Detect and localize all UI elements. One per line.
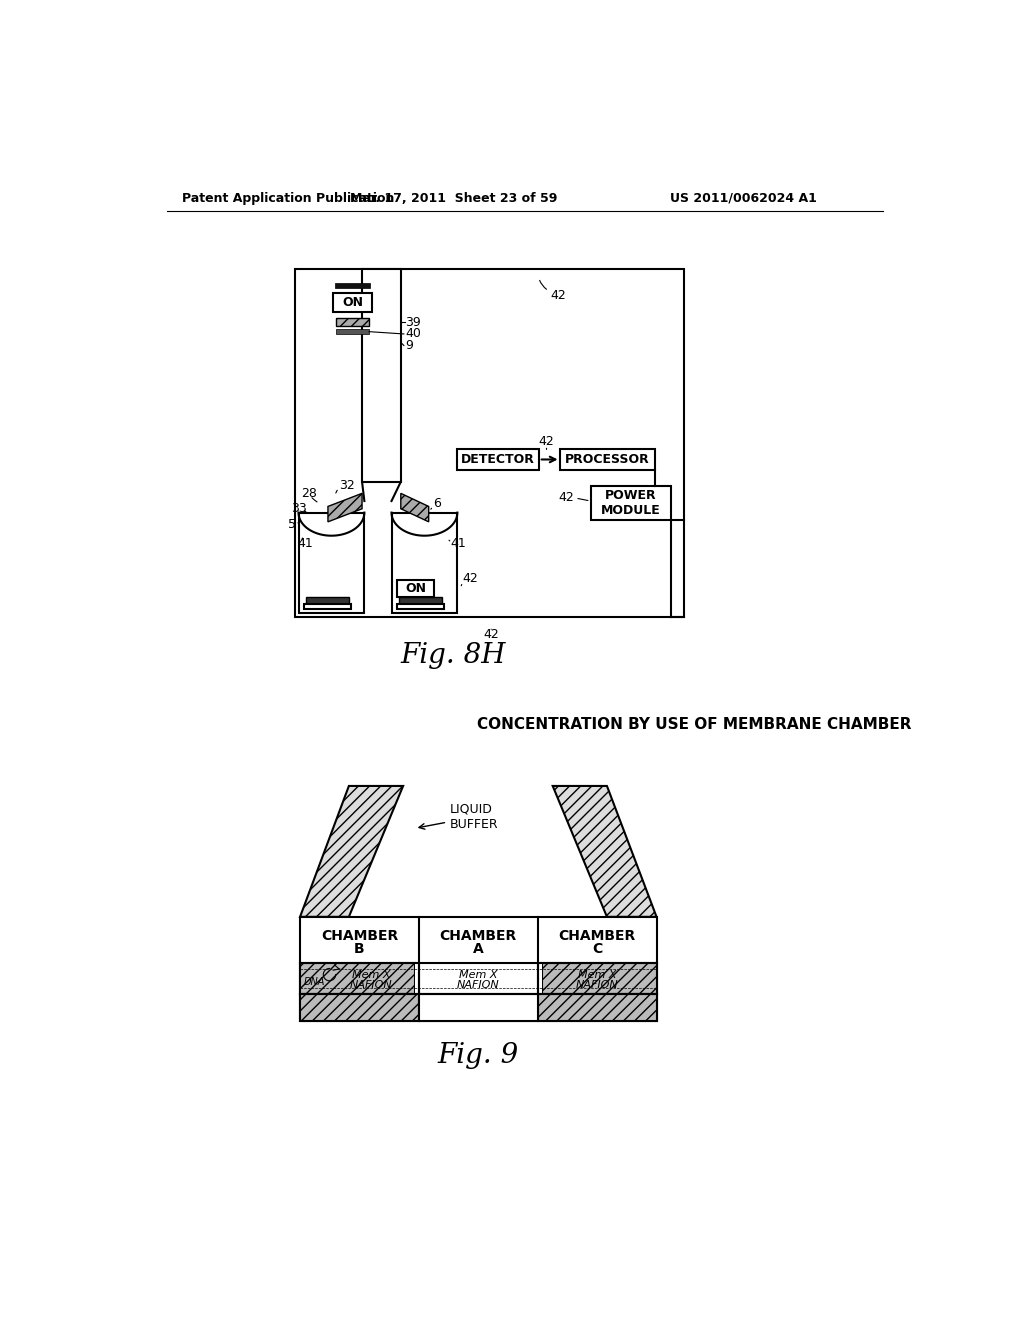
Bar	[592, 486, 671, 520]
Bar	[337, 330, 369, 334]
Text: Mem X: Mem X	[578, 970, 616, 981]
Bar	[399, 597, 442, 605]
Text: 42: 42	[463, 572, 478, 585]
Text: C: C	[592, 942, 602, 956]
Bar	[335, 284, 370, 288]
Text: 41: 41	[297, 537, 312, 550]
Text: NAFION: NAFION	[457, 979, 500, 990]
Text: NAFION: NAFION	[350, 979, 392, 990]
Bar	[458, 449, 539, 470]
Polygon shape	[400, 494, 429, 521]
Text: LIQUID
BUFFER: LIQUID BUFFER	[450, 803, 499, 830]
Bar	[397, 579, 434, 597]
Bar	[334, 293, 372, 313]
Text: 32: 32	[339, 479, 354, 492]
Text: Mem X: Mem X	[459, 970, 498, 981]
Text: CHAMBER: CHAMBER	[321, 929, 398, 942]
Text: 6: 6	[433, 496, 441, 510]
Text: 41: 41	[451, 537, 466, 550]
Polygon shape	[328, 494, 362, 521]
Polygon shape	[300, 785, 403, 917]
Text: 5: 5	[289, 517, 296, 531]
Text: 40: 40	[406, 327, 421, 341]
Text: ON: ON	[406, 582, 426, 595]
Text: Fig. 9: Fig. 9	[437, 1041, 519, 1069]
Bar	[300, 964, 415, 994]
Bar	[538, 994, 656, 1020]
Text: Fig. 8H: Fig. 8H	[400, 642, 506, 668]
Bar	[560, 449, 655, 470]
Text: B: B	[354, 942, 365, 956]
Bar	[304, 605, 351, 609]
Text: 42: 42	[558, 491, 573, 504]
Bar	[391, 512, 458, 612]
Bar	[362, 268, 400, 482]
Bar	[306, 597, 349, 605]
Polygon shape	[553, 785, 656, 917]
Text: 28: 28	[301, 487, 316, 500]
Text: PROCESSOR: PROCESSOR	[565, 453, 650, 466]
Text: 42: 42	[550, 289, 566, 302]
Bar	[397, 605, 444, 609]
Text: A: A	[473, 942, 483, 956]
Text: CONCENTRATION BY USE OF MEMBRANE CHAMBER: CONCENTRATION BY USE OF MEMBRANE CHAMBER	[477, 717, 911, 731]
Text: DETECTOR: DETECTOR	[461, 453, 535, 466]
Text: Mar. 17, 2011  Sheet 23 of 59: Mar. 17, 2011 Sheet 23 of 59	[350, 191, 557, 205]
Text: NAFION: NAFION	[575, 979, 618, 990]
Bar	[415, 964, 542, 994]
Text: POWER
MODULE: POWER MODULE	[601, 488, 660, 517]
Bar	[337, 318, 369, 326]
Bar	[542, 964, 656, 994]
Text: ON: ON	[342, 296, 364, 309]
Bar	[300, 994, 419, 1020]
Bar	[295, 268, 684, 616]
Text: 9: 9	[406, 339, 414, 352]
Text: DNA: DNA	[304, 977, 326, 987]
Bar	[300, 917, 656, 1020]
Text: Patent Application Publication: Patent Application Publication	[182, 191, 394, 205]
Text: CHAMBER: CHAMBER	[558, 929, 636, 942]
Text: US 2011/0062024 A1: US 2011/0062024 A1	[671, 191, 817, 205]
Bar	[419, 994, 538, 1020]
Text: CHAMBER: CHAMBER	[439, 929, 517, 942]
Text: 33: 33	[291, 502, 306, 515]
Text: 42: 42	[539, 436, 555, 449]
Text: 42: 42	[483, 628, 499, 640]
Bar	[299, 512, 365, 612]
Text: Mem X: Mem X	[352, 970, 390, 981]
Text: 39: 39	[406, 315, 421, 329]
